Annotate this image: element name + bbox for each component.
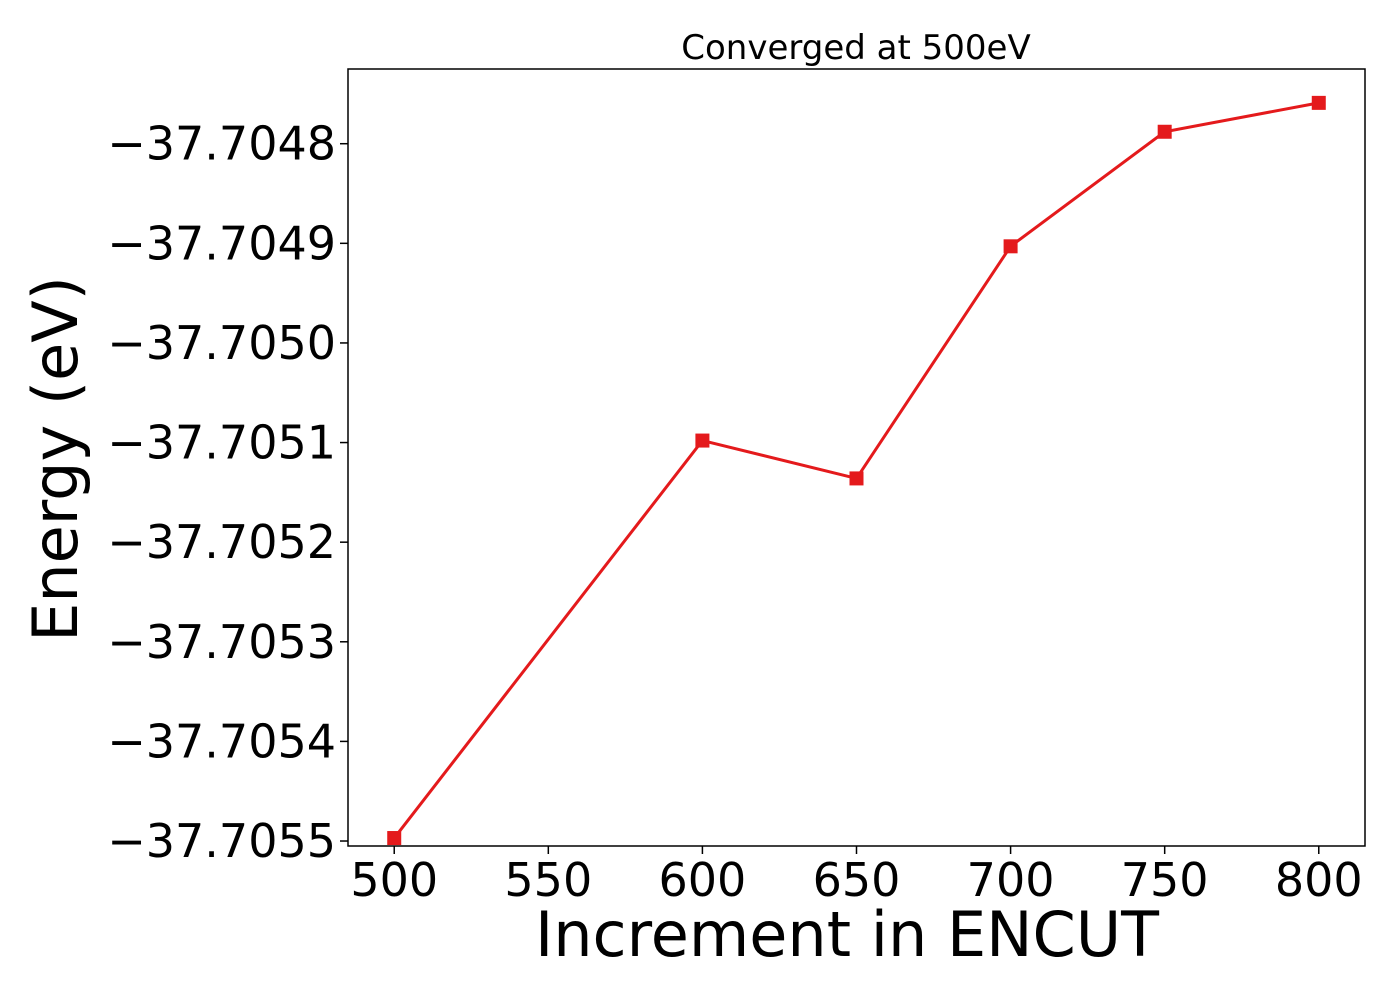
y-tick-label: −37.7048: [107, 117, 336, 171]
y-axis-label: Energy (eV): [19, 276, 92, 642]
data-point-marker: [387, 831, 402, 846]
series-line: [393, 101, 1320, 839]
x-tick-label: 750: [1121, 853, 1209, 907]
x-tick-label: 500: [350, 853, 438, 907]
x-tick-label: 600: [659, 853, 747, 907]
data-point-marker: [1311, 95, 1326, 110]
x-tick-label: 700: [967, 853, 1055, 907]
y-tick-label: −37.7055: [107, 814, 336, 868]
data-point-marker: [1003, 239, 1018, 254]
chart-title: Converged at 500eV: [681, 28, 1030, 68]
x-tick-label: 800: [1275, 853, 1363, 907]
y-tick-label: −37.7054: [107, 714, 336, 768]
y-tick-label: −37.7053: [107, 615, 336, 669]
y-axis-ticks: −37.7055 −37.7054 −37.7053 −37.7052 −37.7051…: [107, 117, 348, 868]
y-tick-label: −37.7050: [107, 316, 336, 370]
plot-area-frame: [347, 68, 1366, 847]
x-axis-label: Increment in ENCUT: [535, 898, 1160, 971]
y-tick-label: −37.7052: [107, 515, 336, 569]
data-point-marker: [1157, 124, 1172, 139]
data-point-marker: [695, 433, 710, 448]
y-tick-label: −37.7051: [107, 416, 336, 470]
y-tick-label: −37.7049: [107, 216, 336, 270]
x-tick-label: 550: [504, 853, 592, 907]
series-layer: [387, 95, 1326, 846]
x-tick-label: 650: [813, 853, 901, 907]
data-point-marker: [849, 471, 864, 486]
x-axis-ticks: 500 550 600 650 700 750 800: [350, 846, 1363, 907]
